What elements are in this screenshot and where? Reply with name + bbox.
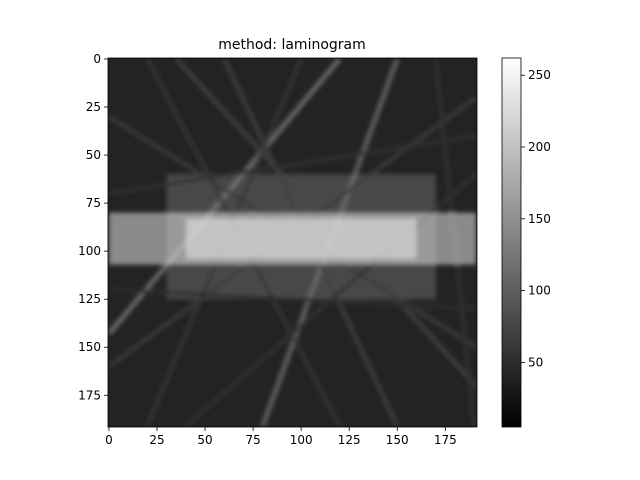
colorbar-tick-label: 250 xyxy=(528,68,551,82)
colorbar xyxy=(501,57,522,428)
chart-title: method: laminogram xyxy=(218,37,366,53)
colorbar-tick-label: 150 xyxy=(528,212,551,226)
plot-frame xyxy=(107,57,478,428)
streak xyxy=(108,58,342,336)
streak xyxy=(108,287,477,312)
y-axis: 0 25 50 75 100 125 150 175 xyxy=(78,52,108,402)
y-tick-label: 150 xyxy=(78,340,101,354)
x-tick-label: 75 xyxy=(245,433,260,447)
x-axis: 0 25 50 75 100 125 150 175 xyxy=(105,427,457,447)
colorbar-axis: 50 100 150 200 250 xyxy=(521,68,551,369)
y-tick-label: 25 xyxy=(86,100,101,114)
colorbar-tick-label: 100 xyxy=(528,284,551,298)
x-tick-label: 25 xyxy=(149,433,164,447)
x-tick-label: 50 xyxy=(197,433,212,447)
y-tick-label: 125 xyxy=(78,292,101,306)
colorbar-tick-label: 200 xyxy=(528,140,551,154)
y-tick-label: 175 xyxy=(78,388,101,402)
x-tick-label: 0 xyxy=(105,433,113,447)
image-content xyxy=(108,58,477,427)
y-tick-label: 75 xyxy=(86,196,101,210)
x-tick-label: 125 xyxy=(338,433,361,447)
x-tick-label: 175 xyxy=(434,433,457,447)
y-tick-label: 0 xyxy=(93,52,101,66)
bright-band-core xyxy=(185,218,417,259)
x-tick-label: 100 xyxy=(290,433,313,447)
y-tick-label: 50 xyxy=(86,148,101,162)
x-tick-label: 150 xyxy=(386,433,409,447)
colorbar-tick-label: 50 xyxy=(528,355,543,369)
streak xyxy=(108,133,477,196)
heatmap-image xyxy=(108,58,477,427)
y-tick-label: 100 xyxy=(78,244,101,258)
